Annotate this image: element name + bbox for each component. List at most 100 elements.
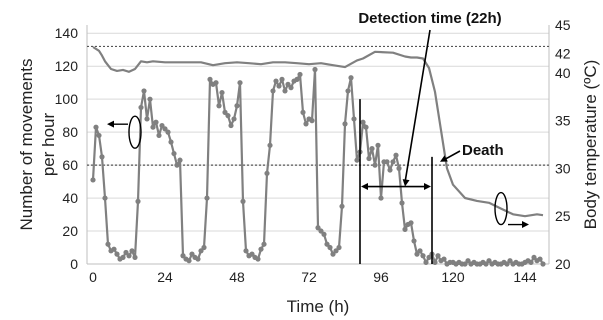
movement-point	[276, 83, 282, 89]
reference-lines	[87, 45, 549, 166]
movement-point	[261, 241, 267, 247]
movement-point	[402, 226, 408, 232]
movement-point	[465, 258, 471, 264]
movement-point	[387, 167, 393, 173]
movement-point	[309, 118, 315, 124]
y-left-tick-label: 100	[55, 91, 79, 107]
movement-point	[321, 231, 327, 237]
y-left-tick-label: 80	[62, 124, 78, 140]
y-axis-left-title: Number of movements per hour	[17, 59, 58, 231]
axis-indicator-arrowhead	[522, 221, 529, 229]
movement-point	[315, 225, 321, 231]
movement-point	[351, 116, 357, 122]
movement-point	[273, 78, 279, 84]
movement-point	[126, 253, 132, 259]
annotations: Detection time (22h) Death	[107, 10, 529, 264]
x-axis-title: Time (h)	[287, 297, 350, 316]
movement-point	[528, 259, 534, 265]
movement-point	[390, 159, 396, 165]
movement-point	[231, 116, 237, 122]
movement-point	[135, 198, 141, 204]
movement-point	[174, 162, 180, 168]
movement-point	[345, 88, 351, 94]
movement-point	[285, 81, 291, 87]
y-left-tick-label: 120	[55, 58, 79, 74]
movement-point	[378, 195, 384, 201]
movement-point	[165, 129, 171, 135]
movement-point	[408, 220, 414, 226]
movement-point	[297, 71, 303, 78]
movement-point	[540, 261, 546, 267]
movement-point	[225, 113, 231, 119]
movement-point	[270, 88, 276, 94]
movement-point	[189, 251, 195, 257]
movement-point	[282, 88, 288, 94]
axis-indicator-ellipse	[494, 191, 508, 226]
movement-point	[267, 142, 273, 148]
interval-arrowhead	[424, 183, 431, 191]
y-right-tick-label: 20	[555, 256, 571, 272]
movement-point	[441, 256, 447, 262]
movement-point	[324, 241, 330, 247]
movement-point	[114, 251, 120, 257]
movement-point	[186, 258, 192, 264]
movement-point	[153, 119, 159, 125]
y-left-tick-label: 20	[62, 223, 78, 239]
movement-point	[363, 124, 369, 130]
movement-point	[168, 139, 174, 145]
movement-point	[426, 254, 432, 261]
movement-point	[171, 150, 177, 157]
movement-point	[156, 132, 162, 139]
movement-point	[258, 246, 264, 252]
temperature-line	[92, 46, 544, 218]
movement-point	[336, 244, 342, 251]
x-tick-label: 0	[89, 269, 97, 285]
movement-point	[327, 244, 333, 251]
movement-point	[132, 254, 138, 261]
movement-point	[507, 258, 513, 264]
movement-point	[198, 248, 204, 254]
axis-indicator-ellipse	[128, 115, 142, 149]
movement-point	[384, 159, 390, 165]
movement-point	[123, 249, 129, 256]
movement-point	[396, 165, 402, 171]
x-tick-label: 96	[373, 269, 389, 285]
movement-point	[312, 66, 318, 73]
movement-point	[414, 251, 420, 257]
movement-point	[207, 76, 213, 82]
movement-point	[333, 248, 339, 254]
movement-point	[204, 195, 210, 201]
annotation-arrowhead	[402, 179, 410, 187]
movement-point	[93, 124, 99, 130]
movement-point	[222, 109, 228, 115]
movement-point	[159, 122, 165, 129]
y-left-tick-label: 40	[62, 190, 78, 206]
movement-point	[102, 195, 108, 201]
movement-point	[195, 256, 201, 262]
movement-point	[423, 259, 429, 265]
y-left-tick-label: 140	[55, 25, 79, 41]
x-tick-label: 144	[513, 269, 537, 285]
annotation-death: Death	[462, 142, 504, 159]
x-tick-label: 72	[301, 269, 317, 285]
movement-point	[141, 88, 147, 94]
movement-point	[255, 256, 261, 262]
movement-point	[243, 248, 249, 254]
y-left-tick-label: 0	[70, 256, 78, 272]
movement-point	[411, 238, 417, 244]
tick-labels: 0 24 48 72 96 120 144 0 20 40 60 80 100 120 140 20 25 30 3…	[55, 17, 571, 285]
movement-point	[138, 104, 144, 111]
y-axis-left-title-line: per hour	[39, 113, 58, 177]
movement-point	[330, 251, 336, 257]
movement-point	[234, 103, 240, 109]
movement-point	[111, 246, 117, 252]
movement-point	[432, 259, 438, 265]
movement-point	[288, 85, 294, 91]
movement-point	[279, 76, 285, 82]
movement-point	[105, 241, 111, 247]
y-right-tick-label: 45	[555, 17, 571, 33]
movement-point	[120, 254, 126, 261]
movement-point	[372, 162, 378, 168]
